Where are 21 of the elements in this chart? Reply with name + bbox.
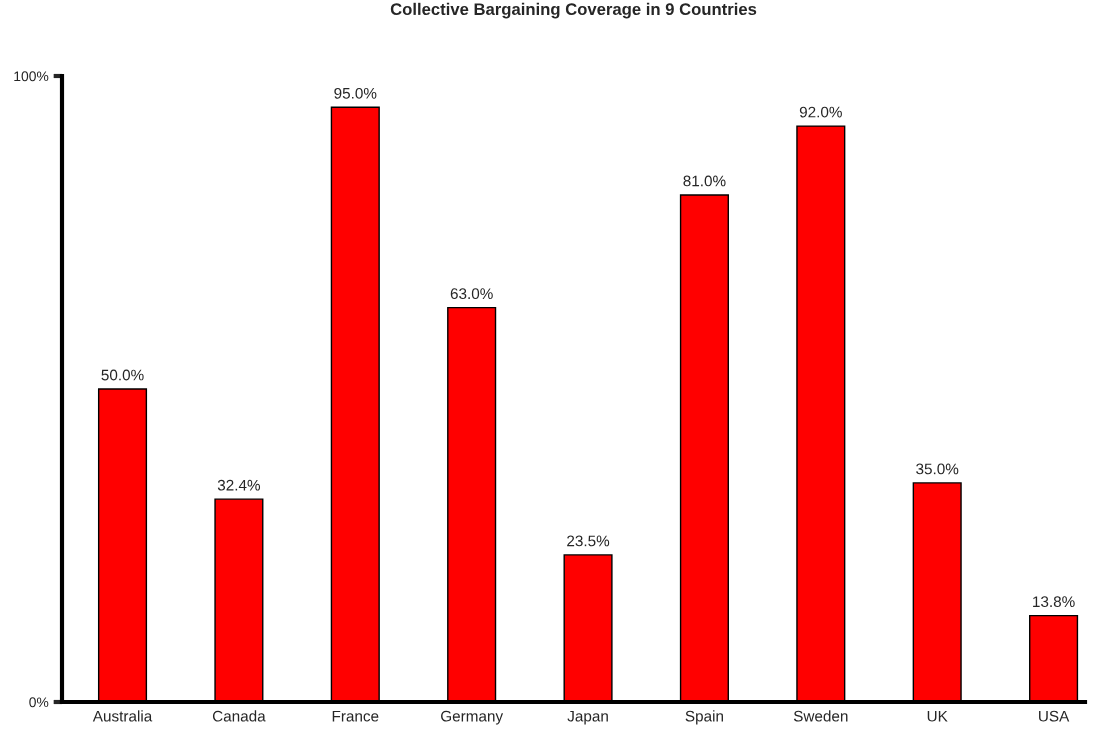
x-tick-label: France	[332, 710, 379, 722]
data-label: 95.0%	[334, 87, 377, 99]
x-tick-label: Japan	[567, 710, 608, 725]
y-tick-label: 100%	[14, 71, 49, 82]
x-tick-label: USA	[1039, 710, 1070, 722]
data-label: 23.5%	[567, 535, 610, 547]
data-label: 32.4%	[217, 479, 261, 491]
x-tick-label: UK	[927, 710, 948, 722]
x-tick-label: Australia	[92, 710, 153, 722]
chart-title: Collective Bargaining Coverage in 9 Countries	[390, 2, 757, 19]
x-tick-label: Canada	[212, 710, 266, 722]
data-label: 50.0%	[101, 369, 144, 381]
data-label: 35.0%	[916, 463, 959, 475]
x-tick-label: Spain	[685, 710, 723, 725]
data-label: 63.0%	[450, 288, 493, 300]
data-label: 13.8%	[1033, 596, 1075, 608]
y-tick-label: 0%	[29, 697, 49, 708]
data-label: 81.0%	[683, 175, 726, 187]
x-tick-label: Sweden	[793, 710, 848, 722]
x-tick-label: Germany	[441, 710, 504, 725]
data-label: 92.0%	[799, 106, 842, 118]
